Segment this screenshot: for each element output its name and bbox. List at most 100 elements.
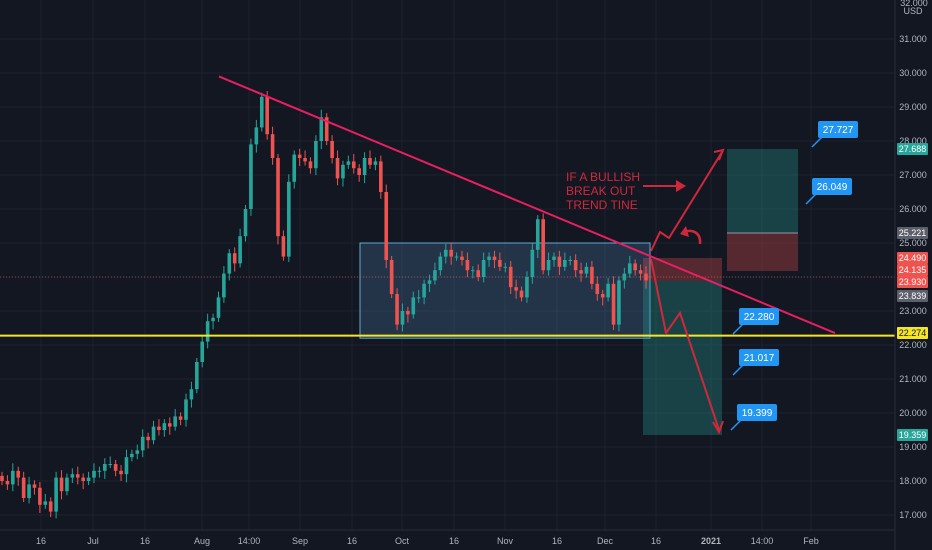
candle-body (584, 266, 589, 274)
time-tick-label: Oct (395, 536, 410, 546)
annotation-line-1: IF A BULLISH (566, 170, 640, 184)
price-tag (897, 290, 928, 302)
callout-pointer (730, 419, 742, 431)
candle-body (200, 341, 205, 362)
candle-body (324, 117, 329, 141)
time-tick-label: Jul (87, 536, 99, 546)
candle-body (21, 477, 26, 498)
price-tick-label: 22.000 (899, 340, 927, 350)
candle-body (92, 470, 96, 478)
candle-body (70, 474, 75, 478)
candle-body (238, 236, 242, 264)
price-tick-label: 30.000 (899, 68, 927, 78)
candle-body (151, 426, 156, 441)
callout-box (818, 121, 858, 138)
annotation-line-2: BREAK OUT (566, 184, 636, 198)
time-tick-label: Nov (497, 536, 514, 546)
candle-body (178, 416, 183, 420)
candle-body (514, 287, 518, 291)
price-tag (897, 143, 928, 155)
candle-body (270, 134, 275, 158)
price-tick-label: 17.000 (899, 510, 927, 520)
candle-body (184, 399, 188, 420)
long-target-zone (727, 149, 798, 233)
time-tick-label: 16 (36, 536, 46, 546)
candle-body (48, 501, 53, 512)
callout-label: 27.727 (823, 125, 854, 136)
candle-body (59, 477, 64, 492)
price-tag (897, 264, 928, 276)
candle-body (427, 280, 432, 284)
price-tick-label: 18.000 (899, 476, 927, 486)
callout-label: 19.399 (742, 408, 773, 419)
bearish-arrowhead (712, 420, 724, 435)
candle-body (627, 263, 632, 274)
candle-body (590, 266, 594, 284)
candle-body (16, 470, 21, 478)
candle-body (227, 253, 232, 274)
price-tick-label: 25.000 (899, 238, 927, 248)
price-tag (897, 252, 928, 264)
time-tick-label: 16 (449, 536, 459, 546)
candle-body (644, 273, 648, 281)
candle-body (357, 168, 361, 175)
candle-body (362, 158, 367, 175)
candle-body (135, 450, 140, 454)
price-tag (897, 227, 928, 239)
candle-body (433, 270, 437, 281)
candle-body (541, 219, 545, 271)
price-tag-label: 25.221 (899, 228, 927, 238)
candle-body (259, 96, 264, 128)
price-tick-label: 28.000 (899, 136, 927, 146)
candle-body (389, 260, 394, 294)
candle-body (157, 426, 161, 430)
candle-body (113, 464, 118, 471)
candle-body (222, 273, 226, 298)
candle-body (276, 158, 280, 237)
candle-body (617, 280, 621, 325)
candle-body (32, 484, 37, 488)
callout-label: 26.049 (817, 182, 848, 193)
candle-body (287, 181, 291, 257)
candle-body (373, 161, 378, 165)
callout-pointer (805, 193, 817, 205)
candle-body (546, 260, 551, 271)
candle-body (525, 277, 529, 298)
candle-body (292, 154, 297, 182)
candle-body (422, 283, 426, 298)
candle-body (492, 256, 497, 260)
candle-body (600, 294, 605, 298)
candle-body (487, 256, 491, 260)
candle-body (454, 256, 459, 258)
price-tick-label: 19.000 (899, 442, 927, 452)
trendline (218, 75, 836, 335)
candle-body (216, 297, 221, 318)
candle-body (303, 158, 307, 162)
price-tag-label: 23.839 (899, 291, 927, 301)
callout-label: 21.017 (744, 353, 775, 364)
price-tag (897, 327, 928, 339)
candle-body (97, 470, 102, 472)
callout-pointer (732, 364, 744, 376)
candle-body (11, 470, 15, 485)
currency-label: USD (903, 6, 923, 16)
price-tag-label: 23.930 (899, 277, 927, 287)
time-axis[interactable]: 16 Jul 16 Aug 14:00 Sep 16 Oct 16 Nov 16 Dec 16 2021 1… (0, 529, 895, 546)
callout-box (737, 404, 777, 421)
candle-body (38, 487, 42, 505)
candle-body (416, 297, 421, 299)
candle-body (535, 219, 540, 250)
price-tick-label: 32.000 (900, 0, 928, 8)
candle-body (443, 249, 448, 257)
candle-body (508, 266, 513, 288)
time-tick-label: 16 (140, 536, 150, 546)
candle-body (568, 260, 573, 261)
candle-body (119, 470, 123, 475)
price-tick-label: 26.000 (899, 204, 927, 214)
time-tick-label: Aug (194, 536, 210, 546)
candle-body (243, 209, 248, 237)
candle-body (124, 457, 129, 475)
candle-body (195, 362, 199, 390)
callout-pointer (732, 323, 744, 335)
